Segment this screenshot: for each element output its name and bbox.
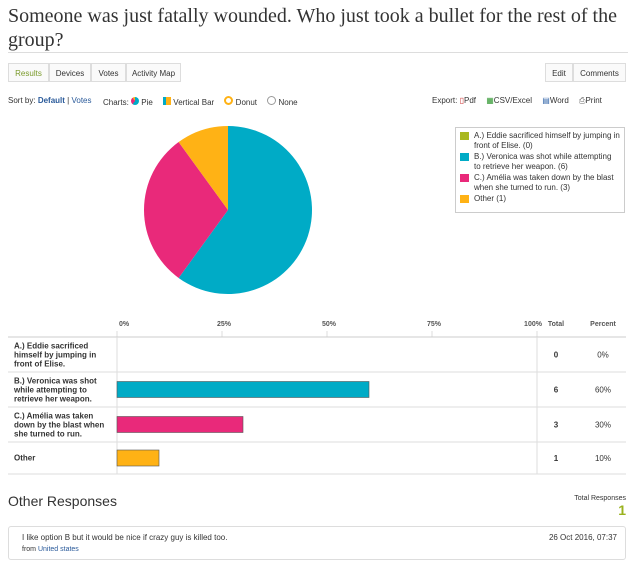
row-label: Other (14, 453, 36, 463)
legend-label: Other (1) (474, 194, 507, 203)
location[interactable]: United states (37, 546, 79, 553)
x-tick-label: 100% (524, 321, 543, 328)
chart-option[interactable]: Vertical Bar (173, 98, 215, 107)
chart-option[interactable]: Pie (141, 98, 153, 107)
x-tick-label: 0% (119, 321, 130, 328)
tab[interactable]: Devices (49, 63, 91, 82)
legend-label: B.) Veronica was shot while attempting t… (474, 152, 612, 171)
legend-item: B.) Veronica was shot while attempting t… (460, 152, 620, 172)
x-tick-label: 50% (322, 321, 337, 328)
tab[interactable]: Votes (91, 63, 126, 82)
icon (131, 97, 140, 105)
response-from: from United states (22, 546, 79, 553)
legend-swatch (460, 132, 469, 140)
pie-slice (178, 126, 228, 210)
title: Someone was just fatally wounded. Who ju… (8, 5, 617, 51)
label: from (22, 546, 36, 553)
column-header: Percent (590, 321, 616, 328)
icon (267, 96, 277, 105)
percent: 0% (597, 351, 609, 360)
icon: ⎙ (579, 96, 586, 105)
icon: ▯ (459, 96, 464, 105)
legend-label: C.) Amélia was taken down by the blast w… (474, 173, 614, 192)
percent: 10% (595, 454, 611, 463)
tab[interactable]: Activity Map (126, 63, 181, 82)
legend-item: C.) Amélia was taken down by the blast w… (460, 173, 620, 193)
pie-slice (144, 142, 228, 278)
row-label: B.) Veronica was shot while attempting t… (14, 376, 97, 403)
section-title: Other Responses (8, 493, 117, 509)
label: Charts: (103, 98, 129, 107)
total: 1 (554, 454, 559, 463)
export[interactable]: Pdf (463, 96, 476, 105)
total: 0 (554, 351, 559, 360)
label: Sort by: (8, 96, 36, 105)
icon: ▦ (486, 96, 494, 105)
legend: A.) Eddie sacrificed himself by jumping … (455, 127, 625, 213)
export[interactable]: Print (585, 96, 602, 105)
total-label: Total Responses (574, 495, 626, 502)
export[interactable]: CSV/Excel (493, 96, 533, 105)
divider (8, 52, 628, 53)
legend-swatch (460, 195, 469, 203)
icon (163, 97, 172, 105)
export-row: Export: ▯Pdf ▦CSV/Excel ▤Word ⎙Print (432, 96, 602, 106)
response-date: 26 Oct 2016, 07:37 (548, 533, 617, 542)
legend-swatch (460, 153, 469, 161)
legend-item: Other (1) (460, 194, 620, 204)
total: 6 (554, 386, 559, 395)
bar (116, 381, 370, 398)
link[interactable]: Votes (71, 96, 92, 105)
legend-swatch (460, 174, 469, 182)
column-header: Total (548, 321, 564, 328)
percent: 30% (595, 421, 611, 430)
chart-row: Charts: Pie Vertical Bar Donut None (103, 96, 298, 107)
response-text: I like option B but it would be nice if … (22, 533, 228, 542)
response-card: I like option B but it would be nice if … (8, 526, 626, 560)
x-tick-label: 75% (427, 321, 442, 328)
action[interactable]: Edit (545, 63, 573, 82)
export[interactable]: Word (549, 96, 569, 105)
total-value: 1 (618, 502, 626, 518)
bar (116, 416, 244, 433)
percent: 60% (595, 386, 611, 395)
separator: | (67, 96, 70, 105)
legend-item: A.) Eddie sacrificed himself by jumping … (460, 131, 620, 151)
row-label: C.) Amélia was taken down by the blast w… (14, 411, 105, 438)
tab[interactable]: Results (8, 63, 49, 82)
label: Export: (432, 96, 458, 105)
chart-option[interactable]: None (278, 98, 298, 107)
total: 3 (554, 421, 559, 430)
pie-slice (178, 126, 312, 295)
chart-option[interactable]: Donut (235, 98, 258, 107)
action[interactable]: Comments (573, 63, 626, 82)
icon (224, 96, 234, 105)
row-label: A.) Eddie sacrificed himself by jumping … (14, 341, 97, 368)
x-tick-label: 25% (217, 321, 232, 328)
bar (116, 449, 160, 467)
icon: ▤ (542, 96, 550, 105)
legend-label: A.) Eddie sacrificed himself by jumping … (474, 131, 620, 150)
link[interactable]: Default (37, 96, 65, 105)
sort-row: Sort by: Default | Votes (8, 96, 92, 105)
